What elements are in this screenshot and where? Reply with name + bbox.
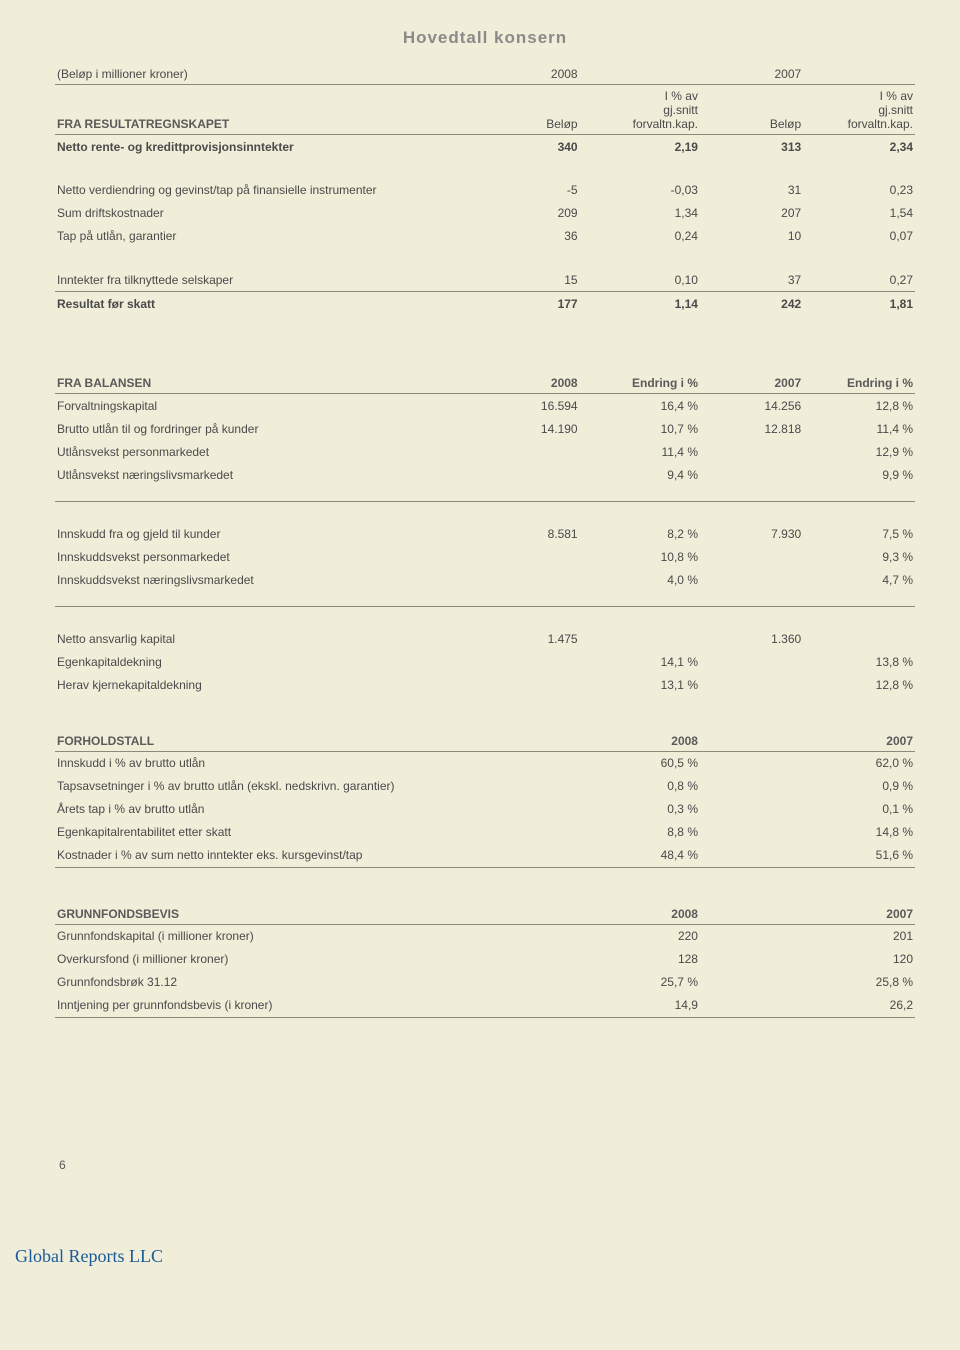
- table-row: Egenkapitalrentabilitet etter skatt8,8 %…: [55, 821, 915, 844]
- table-row: Herav kjernekapitaldekning13,1 %12,8 %: [55, 673, 915, 696]
- table-row: Inntjening per grunnfondsbevis (i kroner…: [55, 994, 915, 1017]
- table-row: Egenkapitaldekning14,1 %13,8 %: [55, 650, 915, 673]
- financial-table: (Beløp i millioner kroner)20082007FRA RE…: [55, 62, 915, 1018]
- table-row: Resultat før skatt1771,142421,81: [55, 292, 915, 316]
- table-row: Innskuddsvekst næringslivsmarkedet4,0 %4…: [55, 568, 915, 591]
- table-row: Grunnfondskapital (i millioner kroner)22…: [55, 924, 915, 948]
- table-row: Brutto utlån til og fordringer på kunder…: [55, 417, 915, 440]
- table-row: Årets tap i % av brutto utlån0,3 %0,1 %: [55, 798, 915, 821]
- table-row: Innskuddsvekst personmarkedet10,8 %9,3 %: [55, 545, 915, 568]
- page-title: Hovedtall konsern: [55, 28, 915, 48]
- table-row: Netto verdiendring og gevinst/tap på fin…: [55, 179, 915, 202]
- page-number: 6: [59, 1158, 915, 1172]
- table-row: Tapsavsetninger i % av brutto utlån (eks…: [55, 775, 915, 798]
- table-row: Utlånsvekst personmarkedet11,4 %12,9 %: [55, 440, 915, 463]
- table-row: Utlånsvekst næringslivsmarkedet9,4 %9,9 …: [55, 463, 915, 486]
- table-row: Overkursfond (i millioner kroner)128120: [55, 948, 915, 971]
- table-row: Netto ansvarlig kapital1.4751.360: [55, 627, 915, 650]
- table-row: Forvaltningskapital16.59416,4 %14.25612,…: [55, 394, 915, 418]
- table-row: Sum driftskostnader2091,342071,54: [55, 202, 915, 225]
- table-row: Grunnfondsbrøk 31.1225,7 %25,8 %: [55, 971, 915, 994]
- table-row: Kostnader i % av sum netto inntekter eks…: [55, 844, 915, 867]
- footer-text: Global Reports LLC: [15, 1246, 915, 1267]
- table-row: Innskudd fra og gjeld til kunder8.5818,2…: [55, 522, 915, 545]
- table-row: Innskudd i % av brutto utlån60,5 %62,0 %: [55, 751, 915, 775]
- table-row: Netto rente- og kredittprovisjonsinntekt…: [55, 135, 915, 159]
- table-row: Inntekter fra tilknyttede selskaper150,1…: [55, 268, 915, 292]
- table-row: Tap på utlån, garantier360,24100,07: [55, 225, 915, 248]
